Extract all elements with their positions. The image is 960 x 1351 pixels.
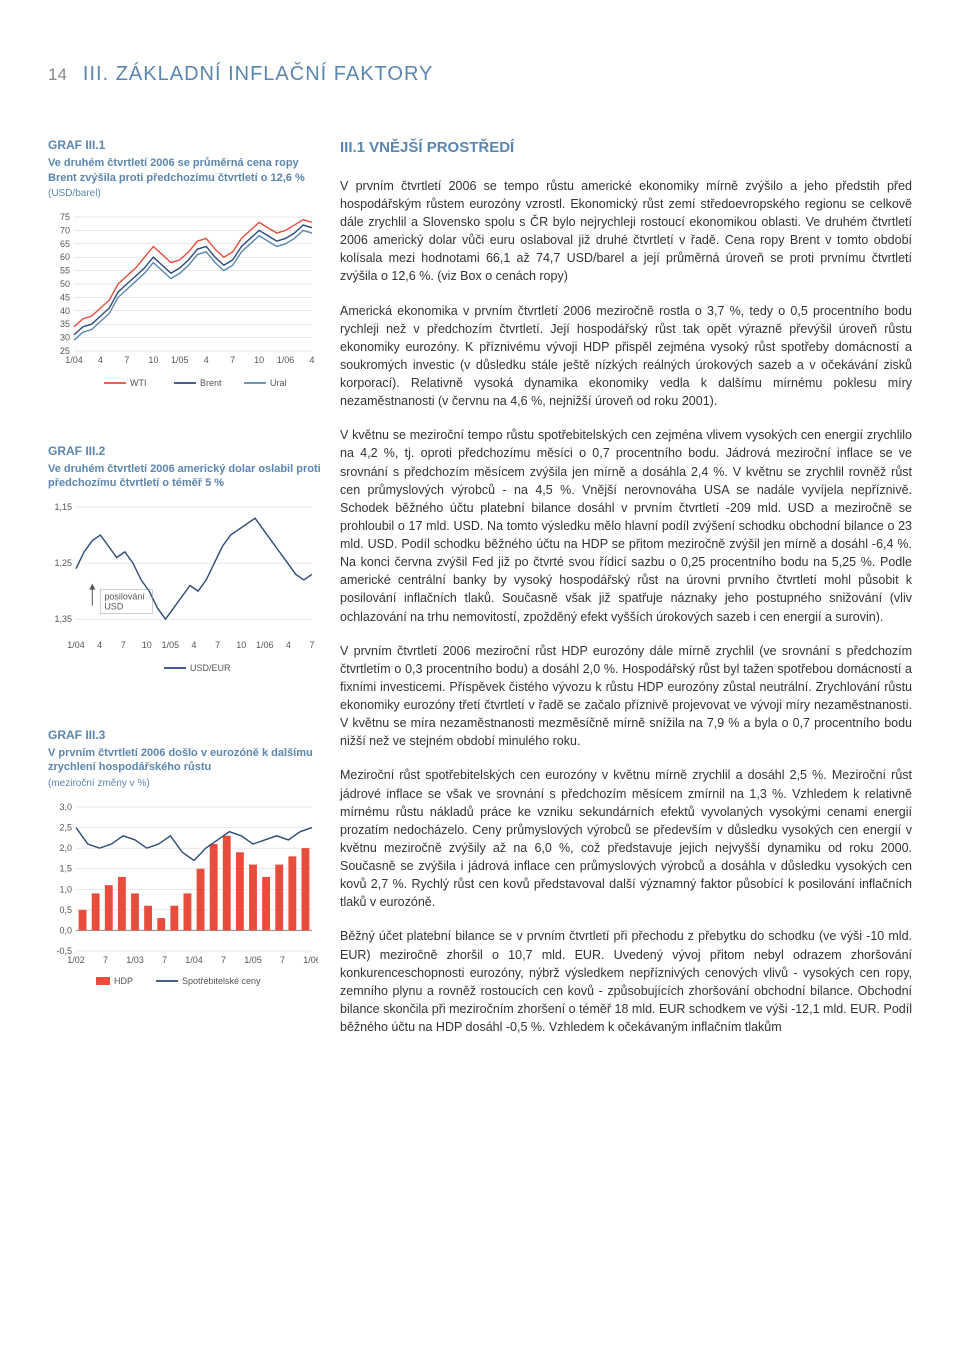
svg-text:0,0: 0,0 bbox=[59, 926, 72, 936]
svg-text:4: 4 bbox=[191, 640, 196, 650]
svg-text:7: 7 bbox=[221, 955, 226, 965]
svg-text:1/05: 1/05 bbox=[244, 955, 262, 965]
chart2-area: 1,15 1,25 1,35 1/04 4 7 10 1/05 4 7 10 1/06 4 7 posilo… bbox=[48, 501, 328, 681]
svg-text:7: 7 bbox=[215, 640, 220, 650]
svg-text:7: 7 bbox=[309, 640, 314, 650]
chart1-sub: (USD/barel) bbox=[48, 187, 328, 202]
chart1-svg: 25303540455055606570751/0447101/0547101/… bbox=[48, 211, 318, 391]
svg-text:1/02: 1/02 bbox=[67, 955, 85, 965]
left-column: GRAF III.1 Ve druhém čtvrtletí 2006 se p… bbox=[48, 137, 328, 1052]
svg-text:7: 7 bbox=[230, 355, 235, 365]
chart1-block: GRAF III.1 Ve druhém čtvrtletí 2006 se p… bbox=[48, 137, 328, 397]
svg-text:1/04: 1/04 bbox=[65, 355, 83, 365]
svg-text:40: 40 bbox=[60, 306, 70, 316]
svg-text:2,5: 2,5 bbox=[59, 823, 72, 833]
chart3-title: V prvním čtvrtletí 2006 došlo v eurozóně… bbox=[48, 746, 328, 775]
svg-text:60: 60 bbox=[60, 253, 70, 263]
svg-text:1/06: 1/06 bbox=[303, 955, 318, 965]
svg-text:4: 4 bbox=[286, 640, 291, 650]
svg-text:70: 70 bbox=[60, 226, 70, 236]
paragraph-2: Americká ekonomika v prvním čtvrtletí 20… bbox=[340, 302, 912, 411]
svg-text:30: 30 bbox=[60, 333, 70, 343]
chart1-label: GRAF III.1 bbox=[48, 137, 328, 154]
paragraph-6: Běžný účet platební bilance se v prvním … bbox=[340, 927, 912, 1036]
svg-text:10: 10 bbox=[254, 355, 264, 365]
svg-text:4: 4 bbox=[204, 355, 209, 365]
svg-text:35: 35 bbox=[60, 320, 70, 330]
svg-text:1/04: 1/04 bbox=[67, 640, 85, 650]
svg-text:1/03: 1/03 bbox=[126, 955, 144, 965]
chart3-label: GRAF III.3 bbox=[48, 727, 328, 744]
chart1-title: Ve druhém čtvrtletí 2006 se průměrná cen… bbox=[48, 156, 328, 185]
paragraph-4: V prvním čtvrtletí 2006 meziroční růst H… bbox=[340, 642, 912, 751]
chart2-title: Ve druhém čtvrtletí 2006 americký dolar … bbox=[48, 462, 328, 491]
svg-text:USD/EUR: USD/EUR bbox=[190, 663, 231, 673]
svg-text:4: 4 bbox=[98, 355, 103, 365]
chart1-area: 25303540455055606570751/0447101/0547101/… bbox=[48, 211, 328, 396]
svg-text:Ural: Ural bbox=[270, 378, 287, 388]
columns: GRAF III.1 Ve druhém čtvrtletí 2006 se p… bbox=[48, 137, 912, 1052]
svg-text:7: 7 bbox=[124, 355, 129, 365]
svg-text:USD: USD bbox=[104, 601, 124, 611]
svg-text:1/04: 1/04 bbox=[185, 955, 203, 965]
svg-text:1/06: 1/06 bbox=[256, 640, 274, 650]
svg-text:1,15: 1,15 bbox=[54, 502, 72, 512]
svg-text:10: 10 bbox=[142, 640, 152, 650]
chart3-svg: -0,50,00,51,01,52,02,53,01/0271/0371/047… bbox=[48, 801, 318, 991]
svg-text:1,0: 1,0 bbox=[59, 884, 72, 894]
svg-text:HDP: HDP bbox=[114, 976, 133, 986]
page-number: 14 bbox=[48, 63, 67, 88]
svg-text:posilování: posilování bbox=[104, 591, 145, 601]
paragraph-1: V prvním čtvrtletí 2006 se tempo růstu a… bbox=[340, 177, 912, 286]
svg-text:1,25: 1,25 bbox=[54, 558, 72, 568]
right-column: III.1 VNĚJŠÍ PROSTŘEDÍ V prvním čtvrtlet… bbox=[340, 137, 912, 1052]
svg-text:1/06: 1/06 bbox=[277, 355, 295, 365]
svg-text:1/05: 1/05 bbox=[171, 355, 189, 365]
svg-text:7: 7 bbox=[121, 640, 126, 650]
svg-text:10: 10 bbox=[236, 640, 246, 650]
svg-text:50: 50 bbox=[60, 279, 70, 289]
svg-text:10: 10 bbox=[148, 355, 158, 365]
svg-text:45: 45 bbox=[60, 293, 70, 303]
paragraph-5: Meziroční růst spotřebitelských cen euro… bbox=[340, 766, 912, 911]
svg-text:0,5: 0,5 bbox=[59, 905, 72, 915]
chart3-sub: (meziroční změny v %) bbox=[48, 777, 328, 792]
svg-text:2,0: 2,0 bbox=[59, 843, 72, 853]
svg-text:75: 75 bbox=[60, 212, 70, 222]
chart3-area: -0,50,00,51,01,52,02,53,01/0271/0371/047… bbox=[48, 801, 328, 996]
svg-text:55: 55 bbox=[60, 266, 70, 276]
svg-text:Spotřebitelské ceny: Spotřebitelské ceny bbox=[182, 976, 261, 986]
chart2-label: GRAF III.2 bbox=[48, 443, 328, 460]
svg-text:1,5: 1,5 bbox=[59, 864, 72, 874]
svg-text:4: 4 bbox=[97, 640, 102, 650]
svg-text:3,0: 3,0 bbox=[59, 802, 72, 812]
svg-text:Brent: Brent bbox=[200, 378, 222, 388]
svg-text:7: 7 bbox=[162, 955, 167, 965]
svg-text:65: 65 bbox=[60, 239, 70, 249]
svg-text:7: 7 bbox=[280, 955, 285, 965]
svg-text:4: 4 bbox=[309, 355, 314, 365]
paragraph-3: V květnu se meziroční tempo růstu spotře… bbox=[340, 426, 912, 625]
header: 14 III. ZÁKLADNÍ INFLAČNÍ FAKTORY bbox=[48, 60, 912, 89]
section-title: III.1 VNĚJŠÍ PROSTŘEDÍ bbox=[340, 137, 912, 159]
svg-text:7: 7 bbox=[103, 955, 108, 965]
svg-text:1/05: 1/05 bbox=[162, 640, 180, 650]
svg-text:1,35: 1,35 bbox=[54, 614, 72, 624]
svg-text:WTI: WTI bbox=[130, 378, 147, 388]
page: 14 III. ZÁKLADNÍ INFLAČNÍ FAKTORY GRAF I… bbox=[0, 0, 960, 1092]
chart2-block: GRAF III.2 Ve druhém čtvrtletí 2006 amer… bbox=[48, 443, 328, 681]
chart3-block: GRAF III.3 V prvním čtvrtletí 2006 došlo… bbox=[48, 727, 328, 997]
chart2-svg: 1,15 1,25 1,35 1/04 4 7 10 1/05 4 7 10 1/06 4 7 posilo… bbox=[48, 501, 318, 676]
page-title: III. ZÁKLADNÍ INFLAČNÍ FAKTORY bbox=[83, 60, 433, 89]
